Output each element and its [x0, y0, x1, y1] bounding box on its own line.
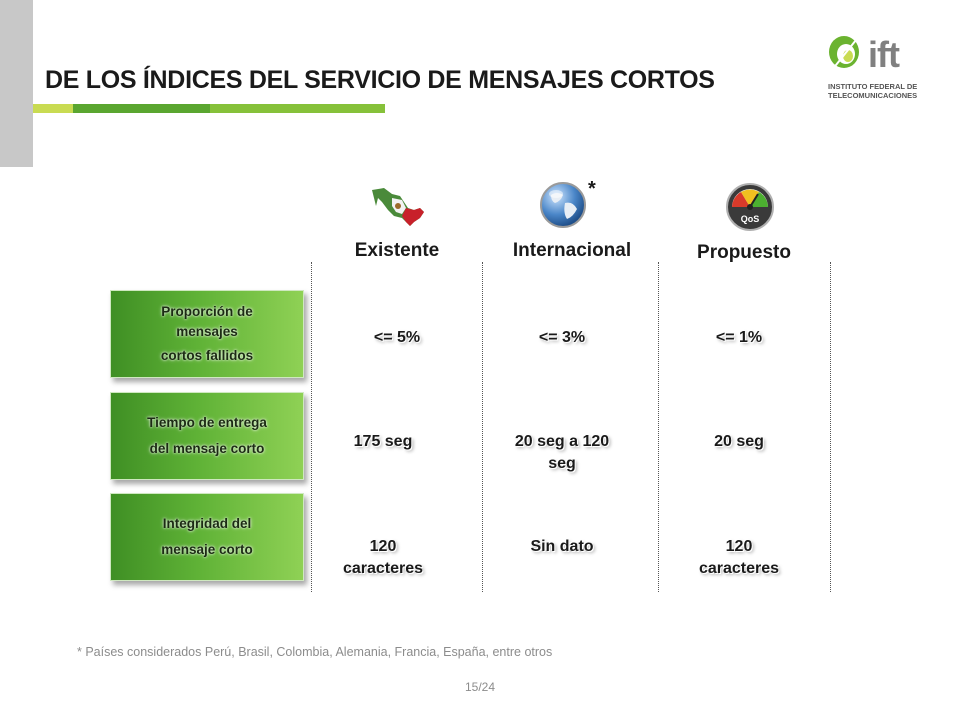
cell-propuesto-integridad: 120 caracteres	[664, 536, 814, 580]
column-header-propuesto: Propuesto	[697, 242, 791, 263]
row-label: Proporción de mensajes cortos fallidos	[122, 301, 292, 367]
page-number: 15/24	[464, 680, 496, 694]
row-label: Tiempo de entrega del mensaje corto	[122, 410, 292, 462]
mexico-map-icon	[372, 188, 424, 226]
cell-line: 175 seg	[353, 433, 413, 450]
cell-line: seg	[548, 455, 576, 472]
stripe-lime	[33, 104, 73, 113]
qos-gauge-label: QoS	[741, 214, 760, 224]
row-label-line: mensajes	[176, 324, 238, 339]
title-underline-stripes	[33, 104, 385, 113]
side-accent-bar	[0, 0, 33, 167]
row-label-line: mensaje corto	[161, 542, 253, 557]
cell-line: 20 seg a 120	[514, 433, 610, 450]
cell-line: 120	[725, 538, 753, 555]
column-divider	[482, 262, 483, 592]
cell-existente-tiempo: 175 seg	[308, 431, 458, 453]
cell-internacional-fallidos: <= 3%	[487, 327, 637, 349]
row-label-box-integridad: Integridad del mensaje corto	[110, 493, 304, 581]
cell-line: 20 seg	[714, 433, 764, 450]
row-label-line: cortos fallidos	[160, 348, 254, 363]
ift-logo: ift INSTITUTO FEDERAL DE TELECOMUNICACIO…	[826, 30, 936, 102]
cell-line: caracteres	[698, 560, 780, 577]
cell-line: Sin dato	[530, 538, 594, 555]
logo-wordmark: ift	[868, 34, 900, 75]
column-divider	[658, 262, 659, 592]
cell-line: <= 1%	[715, 329, 763, 346]
row-label: Integridad del mensaje corto	[122, 511, 292, 563]
column-divider	[311, 262, 312, 592]
cell-existente-fallidos: <= 5%	[322, 327, 472, 349]
cell-line: <= 5%	[373, 329, 421, 346]
logo-subtitle-line-1: INSTITUTO FEDERAL DE	[828, 82, 918, 91]
cell-existente-integridad: 120 caracteres	[308, 536, 458, 580]
column-divider	[830, 262, 831, 592]
row-label-line: del mensaje corto	[149, 441, 265, 456]
logo-subtitle-line-2: TELECOMUNICACIONES	[828, 91, 918, 100]
row-label-line: Integridad del	[162, 516, 252, 531]
column-header-internacional: Internacional	[512, 240, 632, 261]
globe-icon	[540, 182, 586, 228]
column-header-existente: Existente	[354, 240, 440, 261]
row-label-box-tiempo: Tiempo de entrega del mensaje corto	[110, 392, 304, 480]
cell-line: caracteres	[342, 560, 424, 577]
cell-propuesto-fallidos: <= 1%	[664, 327, 814, 349]
cell-line: <= 3%	[538, 329, 586, 346]
cell-internacional-tiempo: 20 seg a 120 seg	[487, 431, 637, 475]
logo-subtitle: INSTITUTO FEDERAL DE TELECOMUNICACIONES	[828, 82, 917, 100]
row-label-box-fallidos: Proporción de mensajes cortos fallidos	[110, 290, 304, 378]
stripe-green	[73, 104, 210, 113]
cell-propuesto-tiempo: 20 seg	[664, 431, 814, 453]
qos-gauge-icon: QoS	[726, 183, 774, 231]
row-label-line: Tiempo de entrega	[147, 415, 267, 430]
footnote: * Países considerados Perú, Brasil, Colo…	[77, 645, 553, 659]
stripe-light-green	[210, 104, 385, 113]
slide-title: DE LOS ÍNDICES DEL SERVICIO DE MENSAJES …	[45, 66, 715, 94]
cell-line: 120	[369, 538, 397, 555]
international-footnote-marker: *	[588, 178, 596, 200]
row-label-line: Proporción de	[161, 304, 253, 319]
ift-leaf-icon	[829, 36, 859, 71]
cell-internacional-integridad: Sin dato	[487, 536, 637, 558]
